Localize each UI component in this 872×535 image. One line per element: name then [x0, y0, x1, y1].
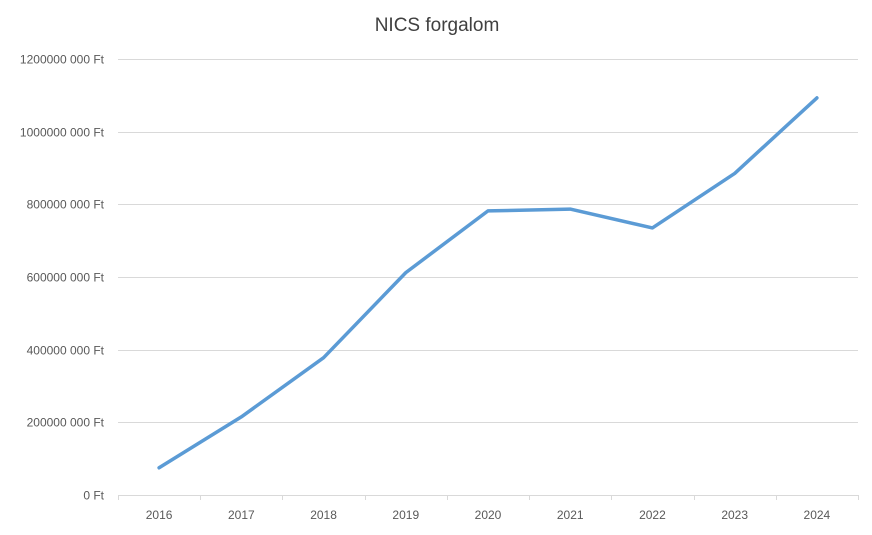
x-tick-label: 2018 [310, 508, 337, 522]
series-lines [157, 96, 819, 470]
x-tick-label: 2020 [475, 508, 502, 522]
y-axis-tick-labels: 0 Ft 200000 000 Ft 400000 000 Ft 600000 000… [20, 53, 105, 503]
chart-title: NICS forgalom [375, 15, 500, 36]
y-tick-label: 200000 000 Ft [27, 416, 105, 430]
gridlines [118, 59, 859, 500]
y-tick-label: 0 Ft [83, 489, 104, 503]
x-tick-label: 2016 [146, 508, 173, 522]
x-tick-label: 2019 [392, 508, 419, 522]
y-tick-label: 1000000 000 Ft [20, 126, 105, 140]
series-line [157, 96, 819, 470]
x-tick-label: 2017 [228, 508, 255, 522]
y-tick-label: 1200000 000 Ft [20, 53, 105, 67]
y-tick-label: 800000 000 Ft [27, 198, 105, 212]
y-tick-label: 600000 000 Ft [27, 271, 105, 285]
x-tick-label: 2022 [639, 508, 666, 522]
y-tick-label: 400000 000 Ft [27, 344, 105, 358]
x-tick-label: 2021 [557, 508, 584, 522]
x-tick-label: 2024 [804, 508, 831, 522]
x-axis-tick-labels: 2016 2017 2018 2019 2020 2021 2022 2023 2024 [146, 508, 831, 522]
x-tick-label: 2023 [721, 508, 748, 522]
